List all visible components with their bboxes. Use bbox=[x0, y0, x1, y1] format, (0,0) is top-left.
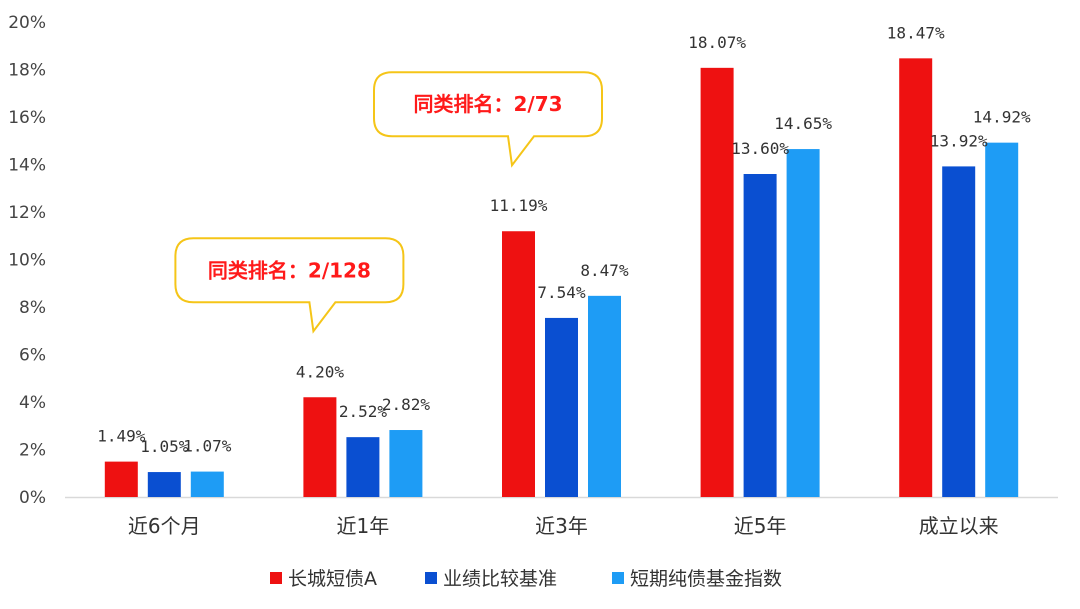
y-tick-label: 2% bbox=[19, 441, 46, 461]
bar-2-3 bbox=[545, 317, 578, 497]
data-label: 2.82% bbox=[382, 395, 431, 414]
x-axis: 近6个月 近1年 近3年 近5年 成立以来 bbox=[65, 496, 1058, 538]
data-label: 7.54% bbox=[537, 283, 586, 302]
y-tick-label: 0% bbox=[19, 488, 46, 508]
x-tick-label: 近3年 bbox=[535, 514, 588, 538]
bar-1-3 bbox=[502, 231, 535, 498]
bar-3-3 bbox=[588, 295, 621, 497]
legend-swatch-1 bbox=[270, 572, 282, 584]
bar-1-2 bbox=[303, 397, 337, 497]
y-tick-label: 4% bbox=[19, 393, 46, 413]
y-tick-label: 8% bbox=[19, 298, 46, 318]
callout-bubble bbox=[373, 71, 603, 168]
bar-2-5 bbox=[942, 166, 976, 497]
bar-2-4 bbox=[743, 174, 777, 497]
y-tick-label: 6% bbox=[19, 346, 46, 366]
legend: 长城短债A 业绩比较基准 短期纯债基金指数 bbox=[270, 568, 782, 590]
data-label: 2.52% bbox=[339, 402, 388, 421]
legend-label-2: 业绩比较基准 bbox=[443, 568, 557, 590]
bar-2-1 bbox=[147, 472, 181, 497]
callouts: 同类排名：2/128 同类排名：2/73 bbox=[174, 71, 603, 334]
data-label: 14.65% bbox=[774, 114, 832, 133]
legend-swatch-3 bbox=[612, 572, 624, 584]
x-tick-label: 近5年 bbox=[734, 514, 787, 538]
callout-text: 同类排名：2/128 bbox=[208, 258, 371, 282]
callout-bubble bbox=[174, 237, 405, 334]
data-label: 18.47% bbox=[887, 23, 945, 42]
bar-2-2 bbox=[346, 437, 380, 497]
callout-text: 同类排名：2/73 bbox=[413, 92, 562, 116]
y-tick-label: 20% bbox=[8, 13, 46, 33]
data-label: 11.19% bbox=[490, 196, 548, 215]
data-label: 18.07% bbox=[688, 33, 746, 52]
data-label: 4.20% bbox=[296, 362, 345, 381]
legend-label-3: 短期纯债基金指数 bbox=[630, 568, 782, 590]
y-tick-label: 18% bbox=[8, 61, 46, 81]
bar-1-1 bbox=[104, 461, 138, 497]
bars bbox=[104, 58, 1019, 498]
bar-3-1 bbox=[190, 471, 224, 497]
y-tick-label: 12% bbox=[8, 203, 46, 223]
data-label: 8.47% bbox=[580, 261, 629, 280]
legend-label-1: 长城短债A bbox=[288, 568, 377, 590]
y-tick-label: 16% bbox=[8, 108, 46, 128]
data-label: 1.07% bbox=[183, 437, 232, 456]
bar-1-4 bbox=[700, 67, 734, 498]
y-tick-label: 10% bbox=[8, 251, 46, 271]
y-tick-label: 14% bbox=[8, 156, 46, 176]
bar-3-5 bbox=[985, 142, 1019, 497]
x-tick-label: 近6个月 bbox=[128, 514, 201, 538]
x-tick-label: 成立以来 bbox=[919, 514, 999, 538]
bar-1-5 bbox=[899, 58, 933, 498]
x-tick-label: 近1年 bbox=[337, 514, 390, 538]
legend-swatch-2 bbox=[425, 572, 437, 584]
data-label: 13.92% bbox=[930, 131, 988, 150]
data-label: 13.60% bbox=[731, 139, 789, 158]
data-label: 1.49% bbox=[97, 427, 146, 446]
data-labels: 1.49%1.05%1.07% 4.20% 2.52%2.82% 11.19% 7.54… bbox=[97, 23, 1031, 456]
data-label: 1.05% bbox=[140, 437, 189, 456]
bar-3-4 bbox=[786, 149, 820, 497]
data-label: 14.92% bbox=[973, 108, 1031, 127]
y-axis: 0% 2% 4% 6% 8% 10% 12% 14% 16% 18% 20% bbox=[8, 13, 46, 508]
bar-3-2 bbox=[389, 430, 423, 497]
